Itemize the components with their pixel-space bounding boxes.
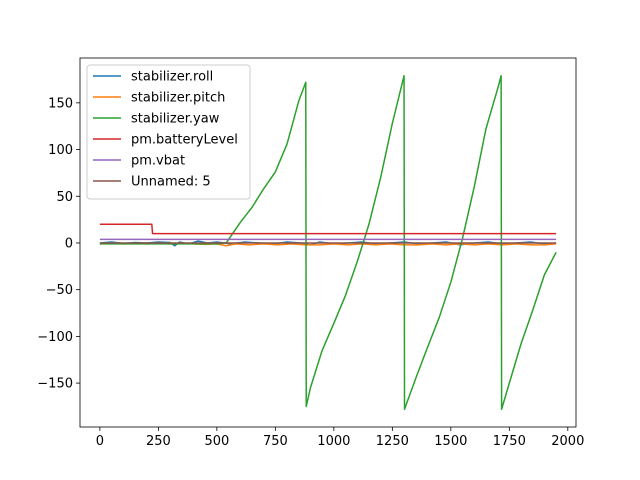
y-tick-label: −50 bbox=[46, 283, 73, 298]
legend: stabilizer.roll stabilizer.pitch stabilize… bbox=[86, 64, 251, 200]
legend-label: stabilizer.yaw bbox=[131, 112, 220, 127]
legend-label: pm.vbat bbox=[131, 154, 185, 169]
y-tick-label: −150 bbox=[37, 377, 73, 392]
x-tick-label: 0 bbox=[96, 434, 104, 449]
plot-lines bbox=[99, 75, 557, 410]
plot-frame bbox=[79, 57, 577, 428]
legend-label: pm.batteryLevel bbox=[131, 133, 238, 148]
y-tick-label: 50 bbox=[56, 190, 73, 205]
legend-label: stabilizer.roll bbox=[131, 70, 213, 85]
y-tick-label: 100 bbox=[48, 143, 73, 158]
x-tick-label: 1250 bbox=[376, 434, 409, 449]
legend-label: Unnamed: 5 bbox=[131, 175, 211, 190]
x-tick-label: 1000 bbox=[317, 434, 350, 449]
y-tick-label: 150 bbox=[48, 96, 73, 111]
x-tick-label: 1750 bbox=[493, 434, 526, 449]
x-tick-label: 750 bbox=[263, 434, 288, 449]
legend-box bbox=[86, 64, 251, 200]
x-tick-label: 1500 bbox=[434, 434, 467, 449]
series-line-3 bbox=[99, 223, 557, 235]
legend-label: stabilizer.pitch bbox=[131, 91, 225, 106]
y-tick-label: −100 bbox=[37, 330, 73, 345]
y-axis: −150 −100 −50 0 50 100 150 bbox=[37, 96, 80, 392]
x-axis: 0 250 500 750 1000 1250 1500 1750 2000 bbox=[96, 427, 584, 449]
x-tick-label: 2000 bbox=[551, 434, 584, 449]
x-tick-label: 250 bbox=[146, 434, 171, 449]
y-tick-label: 0 bbox=[65, 236, 73, 251]
x-tick-label: 500 bbox=[204, 434, 229, 449]
